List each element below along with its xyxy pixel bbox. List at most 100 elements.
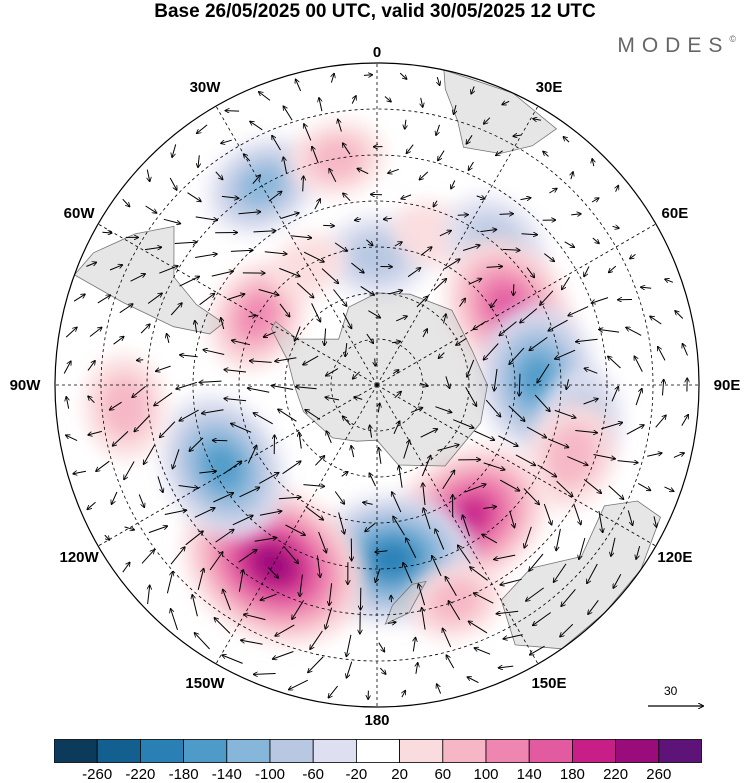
wind-vector (250, 122, 263, 131)
wind-vector (474, 593, 494, 604)
wind-vector (347, 661, 353, 678)
wind-vector (406, 538, 417, 559)
wind-vector (392, 370, 398, 374)
south-america-land (73, 225, 225, 335)
wind-vector (496, 150, 503, 156)
wind-vector (508, 405, 525, 421)
wind-vector (502, 101, 510, 104)
wind-vector (502, 249, 520, 250)
wind-vector (200, 381, 222, 382)
wind-vector (555, 349, 576, 359)
wind-vector (523, 488, 539, 505)
wind-vector (484, 343, 499, 360)
wind-vector (89, 327, 102, 337)
wind-vector (636, 545, 641, 559)
wind-vector (529, 336, 548, 350)
wind-vector (102, 232, 111, 233)
wind-vector (73, 294, 85, 302)
wind-vector (272, 136, 281, 151)
colorbar-label: 20 (391, 766, 408, 783)
wind-vector (178, 485, 199, 489)
wind-vector (171, 609, 178, 630)
wind-vector (448, 601, 461, 621)
longitude-labels: 0 30E 60E 90E 120E 150E 180 150W 120W 90W 60W 30W (10, 44, 741, 729)
wind-vector (459, 299, 466, 307)
wind-vector (147, 169, 149, 182)
longitude-label: 90E (714, 377, 741, 394)
wind-vector (157, 476, 163, 492)
colorbar-label: 60 (434, 766, 452, 783)
wind-vector (561, 588, 576, 606)
wind-vector (310, 630, 323, 649)
wind-vector (167, 334, 169, 344)
wind-vector (630, 254, 636, 258)
wind-vector (465, 386, 477, 406)
wind-vector (463, 515, 470, 537)
wind-vector (292, 600, 305, 619)
wind-vector (665, 279, 674, 282)
wind-vector (593, 454, 616, 459)
wind-vector (296, 282, 313, 298)
wind-vector (366, 239, 372, 246)
wind-vector (599, 330, 620, 333)
wind-vector (576, 338, 598, 342)
wind-vector (202, 409, 224, 414)
wind-vector (248, 388, 270, 393)
wind-vector (612, 226, 619, 228)
wind-vector (342, 312, 351, 329)
longitude-label: 120W (60, 549, 100, 566)
wind-vector (378, 403, 379, 413)
wind-vector (197, 124, 208, 133)
wind-vector (368, 310, 380, 318)
colorbar-box (226, 739, 271, 763)
wind-vector (375, 551, 388, 552)
wind-vector (305, 506, 324, 520)
wind-vector (195, 216, 218, 220)
wind-vector (379, 448, 381, 464)
wind-vector (343, 416, 351, 426)
wind-vector (338, 512, 345, 534)
wind-vector (244, 614, 266, 621)
wind-vector (239, 487, 260, 498)
wind-vector (187, 192, 201, 202)
wind-vector (393, 421, 400, 435)
wind-vector (113, 431, 129, 446)
wind-vector (160, 421, 176, 438)
map-border (54, 62, 700, 708)
wind-vector (329, 169, 337, 183)
wind-vector (345, 343, 347, 356)
wind-vector (252, 175, 260, 185)
wind-vector (172, 144, 177, 157)
map-title: Base 26/05/2025 00 UTC, valid 30/05/2025… (154, 1, 596, 22)
wind-vector (591, 198, 599, 203)
wind-vector (254, 413, 273, 425)
wind-vector (444, 259, 460, 270)
wind-vector (401, 194, 412, 199)
wind-vector (437, 684, 442, 694)
wind-vector (268, 192, 282, 202)
wind-vector (486, 266, 503, 267)
wind-vector (369, 473, 376, 487)
colorbar-label: 180 (559, 766, 585, 783)
wind-vector (473, 320, 487, 329)
wind-vector (420, 429, 438, 438)
longitude-label: 60W (64, 205, 96, 222)
wind-vector (296, 79, 302, 92)
wind-vector (419, 171, 429, 180)
wind-vector (140, 324, 150, 334)
colorbar-box (442, 739, 487, 763)
wind-vector (244, 154, 251, 162)
wind-vector (439, 231, 451, 237)
wind-vector (355, 219, 362, 220)
wind-vector (224, 399, 247, 401)
colorbar-label: -220 (125, 766, 156, 783)
wind-vector (540, 290, 554, 305)
wind-vector (416, 297, 428, 308)
wind-vector (626, 327, 642, 336)
colorbar-label: -100 (254, 766, 286, 783)
wind-vector (203, 350, 225, 355)
wind-vector (388, 168, 399, 173)
wind-vector (264, 331, 276, 337)
wind-vector (238, 212, 261, 214)
colorbar-label: 260 (646, 766, 672, 783)
